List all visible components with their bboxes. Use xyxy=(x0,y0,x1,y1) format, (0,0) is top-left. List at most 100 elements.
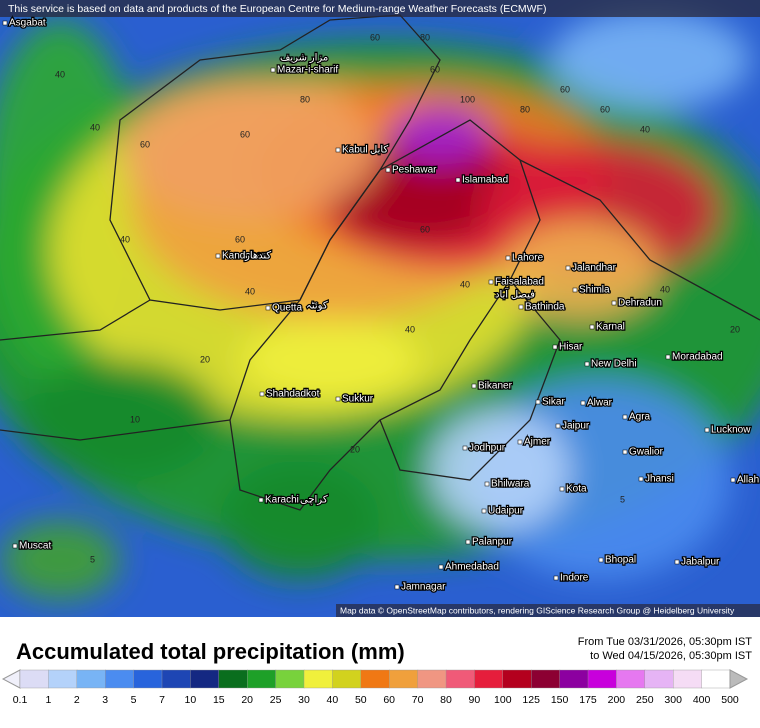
city-label: Islamabad xyxy=(462,175,508,186)
contour-label: 20 xyxy=(200,354,210,364)
contour-label: 5 xyxy=(620,494,625,504)
city-marker xyxy=(465,539,471,545)
legend-tick-label: 3 xyxy=(102,694,108,706)
city-label: Sikar xyxy=(542,397,565,408)
city-marker xyxy=(385,167,391,173)
city-marker xyxy=(555,423,561,429)
city-marker xyxy=(462,445,468,451)
city-label: Mazar-i-sharif xyxy=(277,65,338,76)
legend-tick-label: 1 xyxy=(45,694,51,706)
legend-swatch xyxy=(559,669,589,689)
legend-tick-label: 60 xyxy=(383,694,395,706)
city-marker xyxy=(215,253,221,259)
contour-label: 5 xyxy=(90,554,95,564)
legend-tick-label: 150 xyxy=(551,694,569,706)
city-label: Bathinda xyxy=(525,302,565,313)
city-label: Shahdadkot xyxy=(266,389,320,400)
contour-label: 80 xyxy=(300,94,310,104)
legend-swatch xyxy=(644,669,674,689)
city-marker xyxy=(704,427,710,433)
city-marker xyxy=(438,564,444,570)
city-marker xyxy=(517,439,523,445)
city-label: Jhansi xyxy=(645,474,674,485)
contour-label: 40 xyxy=(55,69,65,79)
city-label: Peshawar xyxy=(392,165,437,176)
legend-arrow-right xyxy=(729,669,749,689)
city-marker xyxy=(394,584,400,590)
city-label: Muscat xyxy=(19,541,51,552)
city-marker xyxy=(598,557,604,563)
local-name: کندهار xyxy=(244,251,271,262)
city-label: Moradabad xyxy=(672,352,723,363)
city-label: New Delhi xyxy=(591,359,637,370)
city-marker xyxy=(259,391,265,397)
city-marker xyxy=(584,361,590,367)
city-marker xyxy=(2,20,8,26)
city-label: Agra xyxy=(629,412,651,423)
contour-label: 20 xyxy=(730,324,740,334)
city-label: Jalandhar xyxy=(572,263,617,274)
city-label: Shimla xyxy=(579,285,610,296)
city-marker xyxy=(518,304,524,310)
legend-tick-label: 10 xyxy=(185,694,197,706)
contour-label: 40 xyxy=(660,284,670,294)
rain-area xyxy=(120,80,380,220)
legend-swatch xyxy=(673,669,703,689)
legend-swatch xyxy=(474,669,504,689)
legend-swatch xyxy=(133,669,163,689)
city-label: Palanpur xyxy=(472,537,513,548)
city-label: Hisar xyxy=(559,342,583,353)
city-marker xyxy=(270,67,276,73)
rain-area xyxy=(550,10,750,110)
legend-tick-label: 0.1 xyxy=(13,694,28,706)
city-marker xyxy=(12,543,18,549)
legend-tick-label: 7 xyxy=(159,694,165,706)
contour-label: 40 xyxy=(90,122,100,132)
city-label: Alwar xyxy=(587,398,613,409)
city-marker xyxy=(535,399,541,405)
city-marker xyxy=(455,177,461,183)
city-marker xyxy=(258,497,264,503)
rain-area xyxy=(430,410,570,530)
contour-label: 40 xyxy=(640,124,650,134)
city-marker xyxy=(665,354,671,360)
rain-area xyxy=(20,360,220,480)
local-name: کوئٹہ xyxy=(306,301,328,312)
city-label: Allah xyxy=(737,475,759,486)
contour-label: 20 xyxy=(350,444,360,454)
contour-label: 10 xyxy=(130,414,140,424)
legend-swatch xyxy=(389,669,419,689)
legend-tick-label: 250 xyxy=(636,694,654,706)
rain-area xyxy=(220,460,380,580)
notice-bar xyxy=(0,0,760,17)
contour-label: 80 xyxy=(520,104,530,114)
legend-swatch xyxy=(360,669,390,689)
legend-swatch xyxy=(161,669,192,689)
city-label: Jamnagar xyxy=(401,582,446,593)
legend-swatch xyxy=(76,669,106,689)
city-marker xyxy=(565,265,571,271)
contour-label: 60 xyxy=(235,234,245,244)
local-name: مزار شریف xyxy=(280,53,328,64)
rain-area xyxy=(500,220,660,320)
legend-swatch xyxy=(332,669,362,689)
city-marker xyxy=(335,396,341,402)
city-marker xyxy=(471,383,477,389)
city-label: Sukkur xyxy=(342,394,374,405)
legend-swatch xyxy=(701,669,731,689)
attribution-bar xyxy=(336,604,760,617)
contour-label: 60 xyxy=(240,129,250,139)
city-marker xyxy=(553,575,559,581)
city-marker xyxy=(730,477,736,483)
city-marker xyxy=(265,305,271,311)
legend-tick-label: 500 xyxy=(721,694,739,706)
city-marker xyxy=(622,449,628,455)
city-label: Bhilwara xyxy=(491,479,530,490)
city-marker xyxy=(488,279,494,285)
legend-swatch xyxy=(616,669,646,689)
contour-label: 60 xyxy=(600,104,610,114)
city-label: Udaipur xyxy=(488,506,524,517)
legend-swatch xyxy=(246,669,277,689)
